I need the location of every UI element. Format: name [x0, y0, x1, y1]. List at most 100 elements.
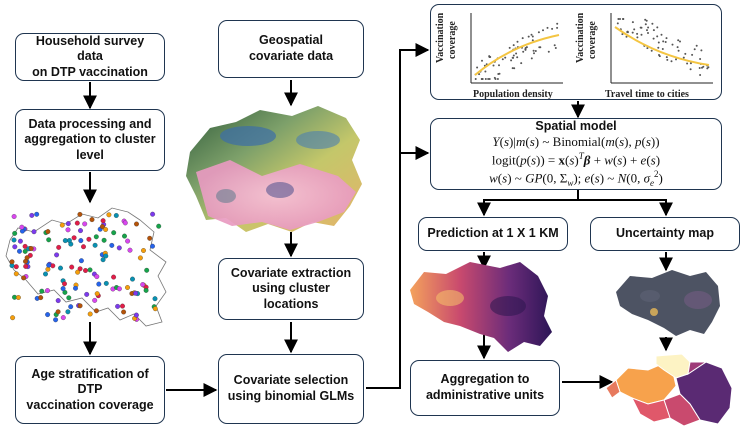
cluster-dot: [82, 221, 88, 227]
scatter-point: [547, 50, 550, 53]
scatter-point: [664, 41, 667, 43]
cluster-dot: [21, 275, 27, 281]
cluster-dot: [89, 217, 95, 223]
scatter-point: [700, 49, 703, 52]
scatter-point: [686, 62, 689, 65]
scatter-point: [689, 62, 692, 65]
arrow-model-to-prediction: [477, 190, 579, 217]
cluster-dot: [43, 271, 48, 277]
covariate-selection-label: Covariate selection using binomial GLMs: [227, 373, 355, 403]
right-ylabel-2: coverage: [587, 21, 598, 59]
cluster-dot: [17, 238, 23, 244]
arrow-model-to-uncertainty: [578, 199, 673, 217]
cluster-dot: [11, 237, 17, 243]
scatter-point: [646, 47, 649, 50]
data-processing-box: Data processing and aggregation to clust…: [15, 109, 165, 171]
scatter-point: [656, 35, 659, 38]
scatter-point: [644, 23, 647, 26]
cluster-dot: [100, 257, 106, 263]
right-xlabel: Travel time to cities: [605, 89, 689, 99]
left-ylabel-1: Vaccination: [435, 12, 446, 63]
cluster-dot: [152, 296, 158, 302]
travel-time-plot: Vaccination coverage Travel time to citi…: [575, 12, 713, 99]
cluster-dot: [156, 223, 162, 229]
scatter-point: [636, 36, 639, 39]
cluster-dot: [122, 233, 127, 239]
scatter-point: [481, 59, 483, 62]
scatter-point: [488, 55, 491, 58]
cluster-dot: [81, 244, 86, 250]
cluster-dot: [65, 221, 71, 227]
cluster-dot: [46, 237, 52, 243]
cluster-dot: [45, 266, 51, 272]
cluster-dot: [31, 229, 37, 235]
scatter-point: [661, 48, 664, 50]
cluster-dot: [22, 243, 28, 249]
cluster-dot: [92, 242, 98, 248]
scatter-point: [631, 31, 634, 34]
cluster-dot: [73, 285, 78, 291]
scatter-point: [636, 32, 639, 35]
scatter-point: [511, 67, 514, 70]
age-stratification-label: Age stratification of DTP vaccination co…: [26, 366, 154, 412]
model-equation-3: w(s) ~ GP(0, Σw); e(s) ~ N(0, σe2): [489, 168, 663, 188]
data-processing-label: Data processing and aggregation to clust…: [24, 116, 156, 162]
cluster-dot: [22, 248, 28, 254]
scatter-point: [530, 33, 533, 36]
cluster-dot: [12, 230, 18, 236]
scatter-point: [670, 60, 673, 63]
scatter-point: [658, 55, 661, 58]
scatter-point: [698, 67, 701, 69]
cluster-dot: [13, 271, 19, 277]
cluster-dot: [34, 211, 40, 217]
scatter-point: [532, 49, 535, 52]
scatter-point: [512, 44, 515, 47]
scatter-point: [677, 49, 680, 52]
scatter-point: [497, 73, 500, 75]
cluster-dot: [141, 248, 146, 253]
prediction-box: Prediction at 1 X 1 KM: [418, 217, 568, 251]
spatial-model-title: Spatial model: [535, 118, 617, 133]
scatter-point: [508, 46, 511, 49]
scatter-point: [513, 67, 516, 70]
scatter-point: [706, 67, 709, 70]
cluster-dot: [59, 222, 65, 228]
cluster-location-map: [5, 207, 167, 327]
cluster-dot: [19, 224, 25, 230]
cluster-dot: [69, 264, 75, 270]
scatter-point: [493, 76, 496, 79]
scatter-point: [684, 52, 687, 55]
scatter-point: [531, 35, 534, 38]
scatter-point: [702, 65, 705, 68]
cluster-dot: [17, 248, 22, 254]
spatial-model-box: Spatial model Y(s)|m(s) ~ Binomial(m(s),…: [430, 118, 722, 190]
scatter-point: [626, 30, 629, 33]
scatter-point: [645, 19, 648, 22]
prediction-label: Prediction at 1 X 1 KM: [427, 226, 559, 241]
scatter-point: [689, 68, 692, 71]
model-equation-2: logit(p(s)) = x(s)Tβ + w(s) + e(s): [491, 150, 661, 168]
cluster-dot: [92, 297, 98, 303]
scatter-point: [537, 31, 540, 34]
cluster-dot: [77, 266, 83, 272]
cluster-dot: [100, 218, 106, 224]
covariate-plots: Vaccination coverage Population density …: [435, 12, 713, 99]
scatter-point: [530, 57, 533, 60]
cluster-dot: [101, 237, 107, 243]
cluster-dot: [103, 227, 109, 232]
scatter-point: [512, 54, 515, 57]
cluster-dot: [127, 247, 133, 253]
cluster-dot: [62, 238, 68, 244]
cluster-dot: [23, 263, 29, 269]
scatter-point: [699, 74, 702, 76]
scatter-point: [524, 48, 527, 51]
cluster-dot: [55, 298, 61, 304]
uncertainty-label: Uncertainty map: [616, 226, 714, 241]
cluster-dot: [115, 303, 121, 309]
scatter-point: [488, 78, 491, 80]
cluster-dot: [28, 246, 34, 251]
cluster-dot: [103, 253, 109, 259]
scatter-point: [676, 46, 679, 49]
cluster-dot: [93, 234, 99, 240]
